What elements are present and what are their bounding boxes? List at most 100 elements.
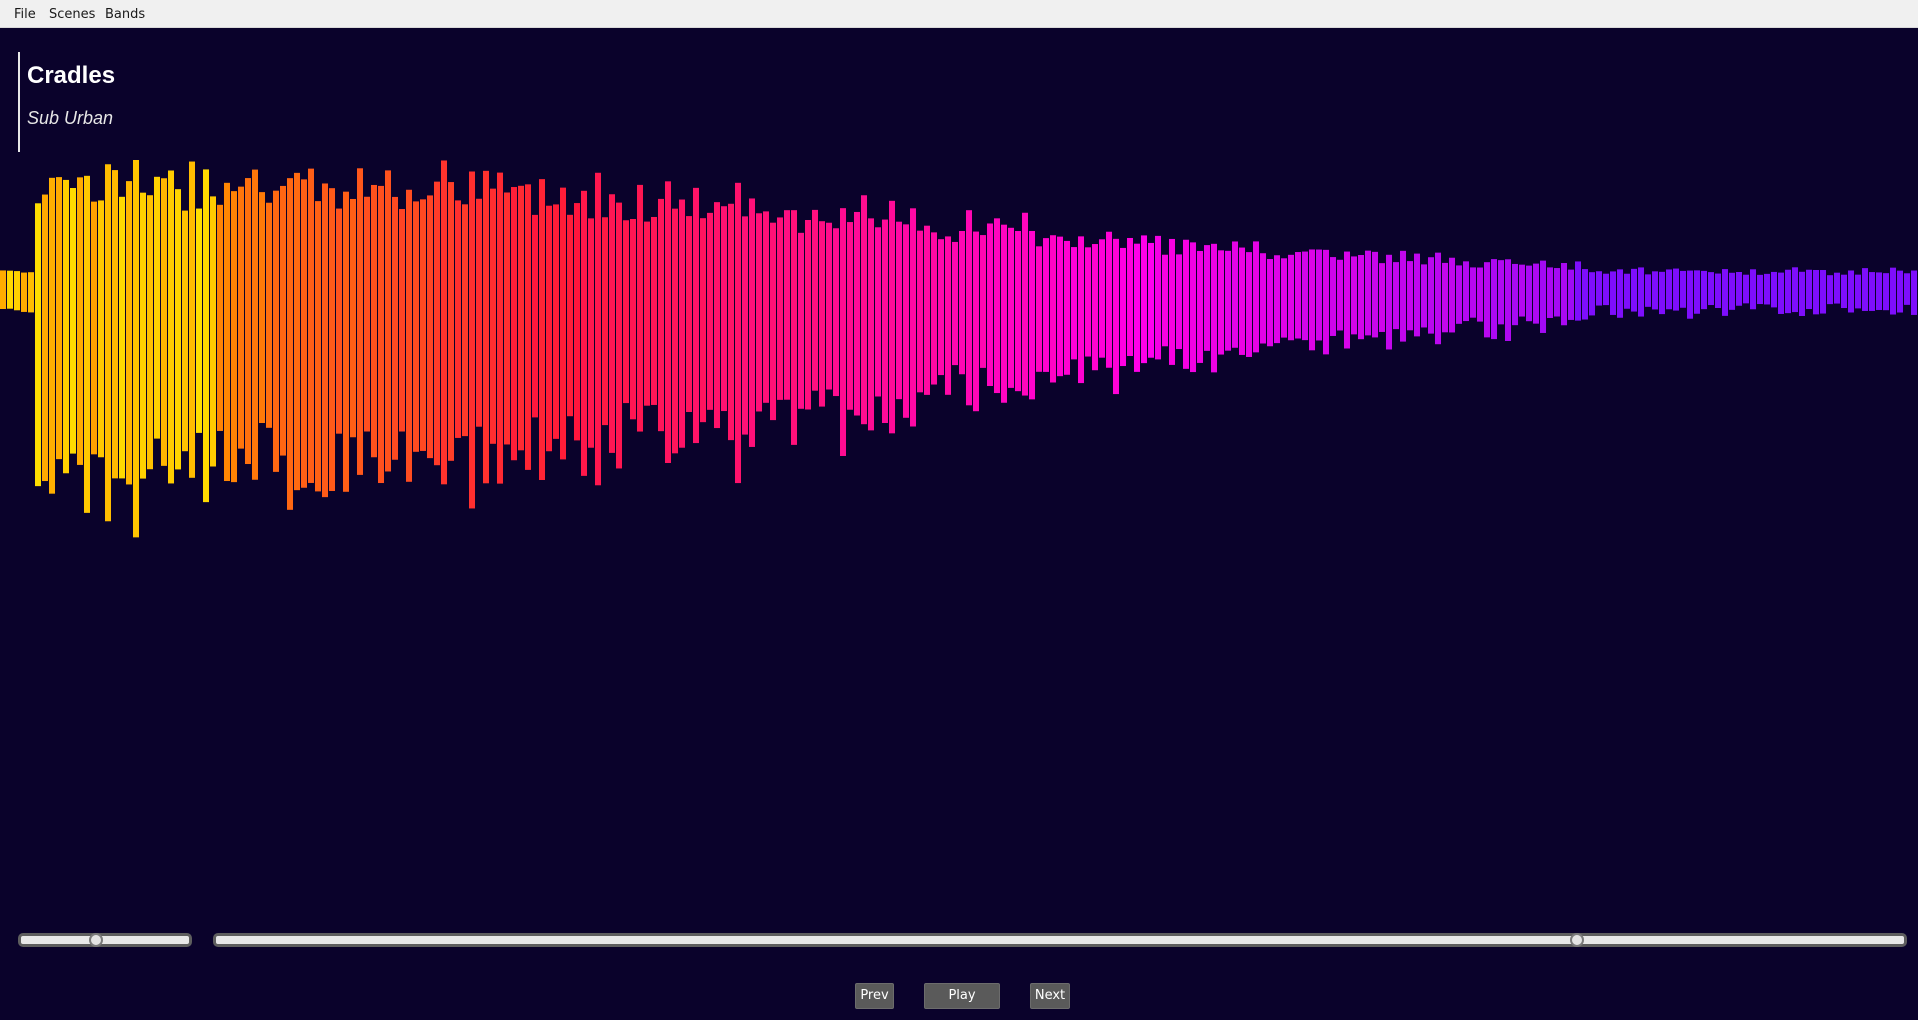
next-button[interactable]: Next: [1030, 983, 1070, 1009]
spectrum-bar: [231, 191, 237, 483]
volume-slider-track[interactable]: [18, 933, 192, 947]
spectrum-bar: [721, 206, 727, 412]
spectrum-bar: [973, 231, 979, 412]
spectrum-bar: [98, 200, 104, 458]
spectrum-bar: [1526, 265, 1532, 322]
spectrum-bar: [70, 188, 76, 454]
spectrum-bar: [1624, 273, 1630, 309]
spectrum-bar: [1183, 239, 1189, 369]
spectrum-bar: [903, 224, 909, 418]
spectrum-bar: [1568, 269, 1574, 320]
spectrum-bar: [105, 164, 111, 522]
spectrum-bar: [245, 178, 251, 465]
spectrum-bar: [238, 186, 244, 449]
spectrum-bar: [637, 184, 643, 432]
volume-slider-thumb[interactable]: [89, 933, 104, 947]
seek-slider-thumb[interactable]: [1569, 933, 1584, 947]
spectrum-bar: [119, 196, 125, 479]
spectrum-bar: [196, 208, 202, 433]
spectrum-bar: [1911, 270, 1917, 315]
seek-slider-track[interactable]: [213, 933, 1907, 947]
spectrum-bar: [1008, 227, 1014, 388]
spectrum-bar: [1750, 269, 1756, 310]
spectrum-bar: [1064, 240, 1070, 375]
spectrum-bar: [7, 270, 13, 309]
spectrum-bar: [1764, 273, 1770, 305]
spectrum-bar: [441, 160, 447, 485]
play-button[interactable]: Play: [924, 983, 1000, 1009]
spectrum-bar: [644, 221, 650, 406]
spectrum-bar: [1141, 235, 1147, 364]
spectrum-bar: [329, 188, 335, 491]
seek-slider[interactable]: [213, 931, 1907, 949]
spectrum-bar: [210, 196, 216, 467]
spectrum-bar: [147, 195, 153, 470]
spectrum-bar: [497, 172, 503, 484]
spectrum-bar: [924, 225, 930, 395]
spectrum-bar: [1393, 262, 1399, 330]
spectrum-bar: [448, 182, 454, 461]
spectrum-bar: [1596, 271, 1602, 306]
spectrum-bar: [259, 192, 265, 424]
spectrum-bar: [315, 201, 321, 492]
spectrum-bar: [1778, 272, 1784, 314]
spectrum-bar: [1190, 242, 1196, 373]
spectrum-bar: [826, 222, 832, 390]
spectrum-bar: [1834, 272, 1840, 304]
spectrum-bar: [1589, 272, 1595, 316]
spectrum-bar: [462, 204, 468, 437]
spectrum-bar: [112, 170, 118, 479]
spectrum-bar: [1757, 274, 1763, 305]
spectrum-bar: [672, 208, 678, 454]
spectrum-bar: [1470, 267, 1476, 318]
spectrum-bar: [42, 194, 48, 482]
menu-bands[interactable]: Bands: [105, 7, 146, 22]
spectrum-bar: [1666, 269, 1672, 310]
spectrum-bar: [686, 216, 692, 413]
spectrum-bar: [1211, 243, 1217, 373]
spectrum-bar: [1232, 241, 1238, 348]
spectrum-bar: [189, 161, 195, 478]
menu-scenes[interactable]: Scenes: [49, 7, 96, 22]
spectrum-bar: [280, 185, 286, 456]
spectrum-bar: [469, 171, 475, 509]
spectrum-bar: [1029, 230, 1035, 400]
spectrum-bar: [525, 184, 531, 470]
spectrum-bar: [1253, 241, 1259, 353]
spectrum-bar: [1022, 212, 1028, 396]
spectrum-bar: [266, 202, 272, 428]
volume-slider[interactable]: [18, 931, 192, 949]
spectrum-bar: [140, 192, 146, 479]
spectrum-bar: [1694, 270, 1700, 314]
spectrum-bar: [1659, 271, 1665, 315]
spectrum-bar: [819, 221, 825, 407]
spectrum-bar: [714, 202, 720, 429]
spectrum-bar: [126, 181, 132, 485]
spectrum-bar: [798, 232, 804, 409]
spectrum-bar: [679, 199, 685, 448]
spectrum-bar: [896, 221, 902, 400]
spectrum-bar: [1260, 253, 1266, 344]
spectrum-bar: [910, 208, 916, 427]
spectrum-bar: [301, 179, 307, 488]
spectrum-bar: [707, 212, 713, 410]
spectrum-bar: [539, 179, 545, 480]
spectrum-bar: [812, 209, 818, 391]
prev-button[interactable]: Prev: [855, 983, 894, 1009]
spectrum-bar: [1099, 239, 1105, 358]
spectrum-bar: [623, 220, 629, 404]
spectrum-bar: [308, 168, 314, 483]
spectrum-bar: [938, 239, 944, 376]
spectrum-bar: [1463, 261, 1469, 322]
spectrum-bar: [602, 217, 608, 426]
spectrum-bar: [1883, 273, 1889, 311]
spectrum-bar: [399, 209, 405, 432]
spectrum-bar: [1071, 247, 1077, 360]
spectrum-bar: [1540, 260, 1546, 333]
spectrum-bar: [756, 213, 762, 412]
menu-file[interactable]: File: [14, 7, 36, 22]
track-info: Cradles Sub Urban: [18, 52, 115, 152]
spectrum-bar: [833, 228, 839, 397]
spectrum-bar: [574, 203, 580, 441]
spectrum-bar: [1358, 255, 1364, 340]
